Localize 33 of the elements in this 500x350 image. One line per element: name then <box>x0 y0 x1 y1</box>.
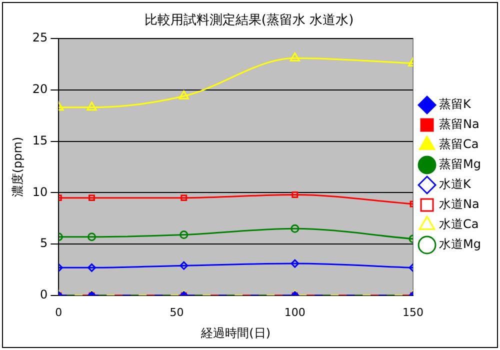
point <box>180 194 188 202</box>
point <box>180 230 188 240</box>
point <box>87 232 96 242</box>
y-tick-label: 20 <box>32 82 48 96</box>
y-tick-label: 25 <box>32 30 48 45</box>
point <box>87 263 96 272</box>
chart-title: 比較用試料測定結果(蒸留水 水道水) <box>144 13 354 28</box>
point <box>292 192 298 198</box>
y-tick-label: 10 <box>32 184 48 199</box>
x-tick-label: 150 <box>402 306 424 319</box>
legend-label: 水道Mg <box>439 237 482 252</box>
legend-label: 水道K <box>439 177 472 192</box>
y-axis-title: 濃度(ppm) <box>10 136 24 198</box>
legend-label: 蒸留Na <box>439 117 480 132</box>
point <box>86 102 97 111</box>
legend-label: 蒸留Mg <box>439 157 482 172</box>
legend-label: 水道Na <box>439 197 480 212</box>
point <box>290 259 300 268</box>
x-tick-label: 50 <box>170 306 184 319</box>
x-tick-label: 100 <box>284 306 306 319</box>
point <box>290 224 300 233</box>
point <box>290 52 300 62</box>
y-tick-label: 15 <box>32 133 48 148</box>
point <box>88 194 95 202</box>
legend-label: 蒸留Ca <box>439 137 479 152</box>
x-tick-label: 0 <box>55 306 62 319</box>
point <box>178 90 189 100</box>
y-tick-label: 0 <box>40 288 48 302</box>
point <box>180 261 188 270</box>
legend-label: 蒸留K <box>439 97 472 112</box>
x-axis-title: 経過時間(日) <box>200 326 271 340</box>
y-tick-label: 5 <box>40 236 48 250</box>
legend-label: 水道Ca <box>439 217 479 232</box>
